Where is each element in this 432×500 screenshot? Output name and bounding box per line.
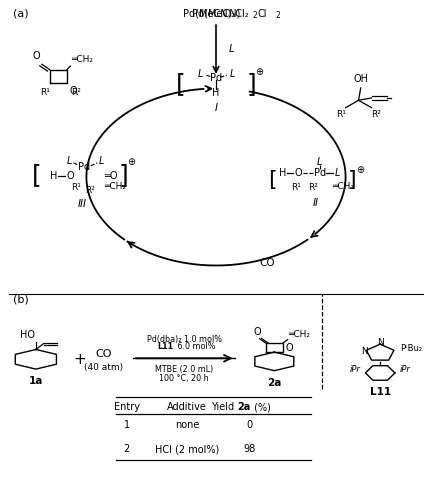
Text: none: none <box>175 420 199 430</box>
Text: CO: CO <box>95 349 112 359</box>
Text: 2: 2 <box>253 11 257 20</box>
Text: R²: R² <box>85 186 95 195</box>
Text: ═CH₂: ═CH₂ <box>104 182 126 191</box>
Text: 2: 2 <box>124 444 130 454</box>
Text: H: H <box>279 168 287 177</box>
Text: R²: R² <box>371 110 381 119</box>
Text: R²: R² <box>72 88 81 97</box>
Text: Pd(dba)₂ 1.0 mol%: Pd(dba)₂ 1.0 mol% <box>147 335 222 344</box>
Text: ⊕: ⊕ <box>127 157 135 167</box>
Text: ]: ] <box>247 72 256 96</box>
Text: O: O <box>294 168 302 177</box>
Text: ═CH₂: ═CH₂ <box>332 182 354 191</box>
Text: Pd(MeCN): Pd(MeCN) <box>192 9 240 19</box>
Text: L: L <box>230 68 235 78</box>
Text: 0: 0 <box>247 420 253 430</box>
Text: [: [ <box>32 164 41 188</box>
Text: (a): (a) <box>13 9 29 19</box>
Text: ⊕: ⊕ <box>255 68 263 78</box>
Text: H: H <box>212 88 220 98</box>
Text: L11: L11 <box>370 387 391 397</box>
Text: [: [ <box>268 170 276 190</box>
Text: +: + <box>73 352 86 367</box>
Text: ]: ] <box>118 164 128 188</box>
Text: R¹: R¹ <box>337 110 346 119</box>
Text: ═CH₂: ═CH₂ <box>289 330 311 338</box>
Text: I: I <box>215 102 217 113</box>
Text: 98: 98 <box>244 444 256 454</box>
Text: iPr: iPr <box>400 364 411 374</box>
Text: 1a: 1a <box>29 376 43 386</box>
Text: 2: 2 <box>275 11 280 20</box>
Text: ]: ] <box>348 170 356 190</box>
Text: R¹: R¹ <box>71 183 80 192</box>
Text: (b): (b) <box>13 294 29 304</box>
Text: 100 °C, 20 h: 100 °C, 20 h <box>159 374 209 382</box>
Text: L11: L11 <box>157 342 173 351</box>
Text: L: L <box>229 44 235 54</box>
Text: 1: 1 <box>124 420 130 430</box>
Text: ═O: ═O <box>104 170 117 180</box>
Text: Pd: Pd <box>210 73 222 83</box>
Text: (%): (%) <box>251 402 270 412</box>
Text: 6.0 mol%: 6.0 mol% <box>175 342 215 351</box>
Text: CO: CO <box>259 258 275 268</box>
Text: HCl (2 mol%): HCl (2 mol%) <box>155 444 219 454</box>
Text: OH: OH <box>353 74 368 84</box>
Text: MTBE (2.0 mL): MTBE (2.0 mL) <box>155 366 213 374</box>
Text: HO: HO <box>20 330 35 340</box>
Text: O: O <box>33 52 41 62</box>
Text: ⊕: ⊕ <box>356 164 364 174</box>
Text: 2a: 2a <box>238 402 251 412</box>
Text: L: L <box>198 68 203 78</box>
Text: Cl: Cl <box>257 9 267 19</box>
Text: O: O <box>66 170 74 180</box>
Text: R²: R² <box>308 183 318 192</box>
Text: L: L <box>99 156 104 166</box>
Text: PᵗBu₂: PᵗBu₂ <box>400 344 422 354</box>
Text: Yield: Yield <box>211 402 238 412</box>
Text: N: N <box>361 347 368 356</box>
Text: [: [ <box>176 72 185 96</box>
Text: III: III <box>78 199 86 209</box>
Text: N: N <box>377 338 384 346</box>
Text: (40 atm): (40 atm) <box>84 363 123 372</box>
Text: R¹: R¹ <box>41 88 50 97</box>
Text: Additive: Additive <box>167 402 207 412</box>
Text: Entry: Entry <box>114 402 140 412</box>
Text: O: O <box>254 327 261 337</box>
Text: O: O <box>69 86 77 96</box>
Text: ═CH₂: ═CH₂ <box>71 56 93 64</box>
Text: L: L <box>67 156 72 166</box>
Text: Pd: Pd <box>314 168 326 177</box>
Text: II: II <box>312 198 318 208</box>
Text: 2a: 2a <box>267 378 282 388</box>
Text: L: L <box>317 157 322 167</box>
Text: L: L <box>335 168 340 177</box>
Text: iPr: iPr <box>349 364 360 374</box>
Text: R¹: R¹ <box>291 183 301 192</box>
Text: H: H <box>50 170 58 180</box>
Text: Pd: Pd <box>78 162 90 172</box>
Text: Pd(MeCN)₂Cl₂: Pd(MeCN)₂Cl₂ <box>183 9 249 19</box>
Text: O: O <box>286 342 294 352</box>
